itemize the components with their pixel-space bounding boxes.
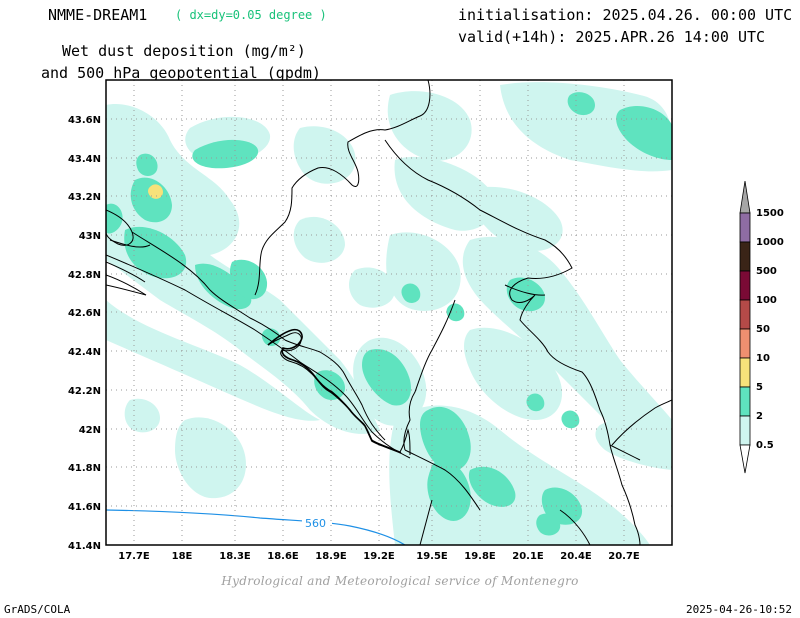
colorbar-bin [739, 415, 751, 446]
colorbar-bin [739, 270, 751, 301]
lon-label: 18.3E [219, 551, 251, 562]
colorbar-bin [739, 241, 751, 272]
credit-line: Hydrological and Meteorological service … [221, 574, 579, 588]
colorbar-label: 100 [756, 295, 777, 306]
colorbar-label: 0.5 [756, 440, 774, 451]
colorbar-bottom-arrow [739, 444, 751, 474]
colorbar-bin [739, 328, 751, 359]
lon-label: 20.7E [608, 551, 640, 562]
lon-label: 20.4E [560, 551, 592, 562]
latitude-labels: 43.6N 43.4N 43.2N 43N 42.8N 42.6N 42.4N … [68, 115, 101, 552]
lat-label: 42.8N [68, 270, 101, 281]
colorbar-labels: 1500 1000 500 100 50 10 5 2 0.5 [756, 208, 784, 451]
lon-label: 19.8E [464, 551, 496, 562]
valid-time: valid(+14h): 2025.APR.26 14:00 UTC [458, 28, 766, 46]
lat-label: 41.6N [68, 502, 101, 513]
lat-label: 42N [79, 425, 101, 436]
lat-label: 42.4N [68, 347, 101, 358]
lat-label: 42.2N [68, 386, 101, 397]
lon-label: 19.5E [416, 551, 448, 562]
lat-label: 41.8N [68, 463, 101, 474]
lon-label: 18.9E [315, 551, 347, 562]
colorbar-bin [739, 357, 751, 388]
lat-label: 43.6N [68, 115, 101, 126]
model-resolution: ( dx=dy=0.05 degree ) [175, 8, 327, 22]
colorbar-label: 10 [756, 353, 770, 364]
lat-label: 43.2N [68, 192, 101, 203]
lat-label: 41.4N [68, 541, 101, 552]
lon-label: 20.1E [512, 551, 544, 562]
colorbar-bin [739, 212, 751, 243]
render-timestamp: 2025-04-26-10:52 [686, 603, 792, 616]
montenegro-coast-detail [267, 328, 402, 454]
colorbar-label: 1000 [756, 237, 784, 248]
map-frame [105, 79, 673, 546]
map-title-line1: Wet dust deposition (mg/m²) [62, 42, 306, 60]
lon-label: 19.2E [363, 551, 395, 562]
lon-label: 18E [172, 551, 193, 562]
colorbar-label: 1500 [756, 208, 784, 219]
colorbar-label: 5 [756, 382, 763, 393]
contour-label-560: 560 [305, 517, 326, 530]
lon-label: 17.7E [118, 551, 150, 562]
colorbar-top-arrow [739, 180, 751, 214]
colorbar [739, 180, 751, 474]
longitude-labels: 17.7E 18E 18.3E 18.6E 18.9E 19.2E 19.5E … [118, 551, 640, 562]
lon-label: 18.6E [267, 551, 299, 562]
map-title-line2: and 500 hPa geopotential (gpdm) [41, 64, 321, 82]
colorbar-label: 500 [756, 266, 777, 277]
initialisation-time: initialisation: 2025.04.26. 00:00 UTC [458, 6, 793, 24]
lat-label: 43.4N [68, 154, 101, 165]
software-credit: GrADS/COLA [4, 603, 71, 616]
deposition-field [106, 80, 672, 545]
model-name: NMME-DREAM1 [48, 6, 148, 24]
lat-label: 42.6N [68, 308, 101, 319]
colorbar-bin [739, 386, 751, 417]
lat-label: 43N [79, 231, 101, 242]
colorbar-label: 50 [756, 324, 770, 335]
colorbar-label: 2 [756, 411, 763, 422]
colorbar-bin [739, 299, 751, 330]
